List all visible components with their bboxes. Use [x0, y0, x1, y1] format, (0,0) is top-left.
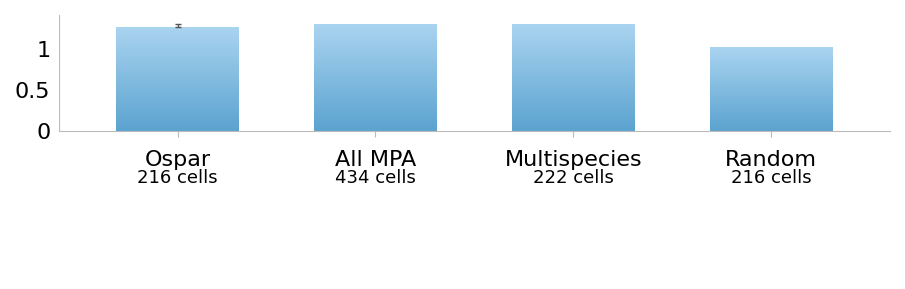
Text: Ospar: Ospar: [145, 150, 211, 170]
Text: Multispecies: Multispecies: [505, 150, 643, 170]
Text: Random: Random: [725, 150, 817, 170]
Text: 216 cells: 216 cells: [731, 169, 812, 187]
Text: 222 cells: 222 cells: [533, 169, 614, 187]
Text: All MPA: All MPA: [335, 150, 416, 170]
Text: 216 cells: 216 cells: [138, 169, 218, 187]
Text: 434 cells: 434 cells: [335, 169, 416, 187]
